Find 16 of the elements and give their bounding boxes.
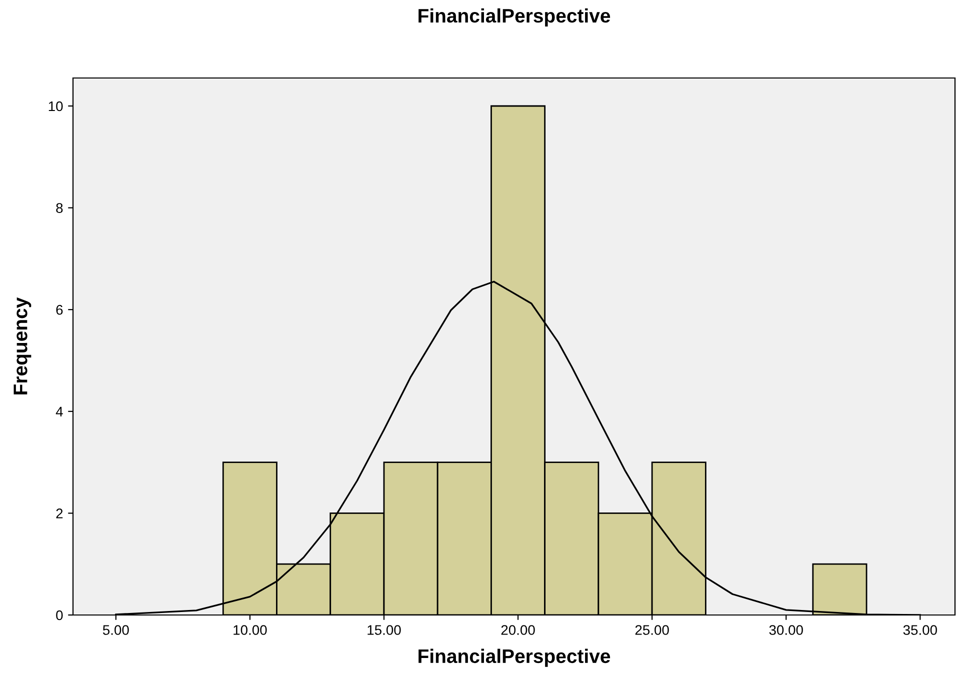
- y-axis-title: Frequency: [14, 297, 32, 394]
- x-tick-label: 10.00: [234, 625, 267, 635]
- y-tick-label: 10: [48, 101, 63, 112]
- y-tick-label: 8: [56, 203, 63, 213]
- y-tick-label: 4: [56, 406, 63, 416]
- y-tick-label: 0: [56, 610, 63, 620]
- x-tick-label: 15.00: [368, 625, 401, 635]
- x-tick-label: 20.00: [501, 625, 535, 635]
- x-tick-label: 5.00: [102, 625, 129, 635]
- x-tick-label: 30.00: [769, 625, 803, 635]
- chart-title: FinancialPerspective: [418, 8, 610, 26]
- x-axis-title: FinancialPerspective: [418, 648, 610, 667]
- y-tick-label: 2: [56, 508, 63, 518]
- x-tick-label: 25.00: [635, 625, 669, 635]
- y-tick-label: 6: [56, 304, 63, 315]
- x-tick-label: 35.00: [903, 625, 937, 635]
